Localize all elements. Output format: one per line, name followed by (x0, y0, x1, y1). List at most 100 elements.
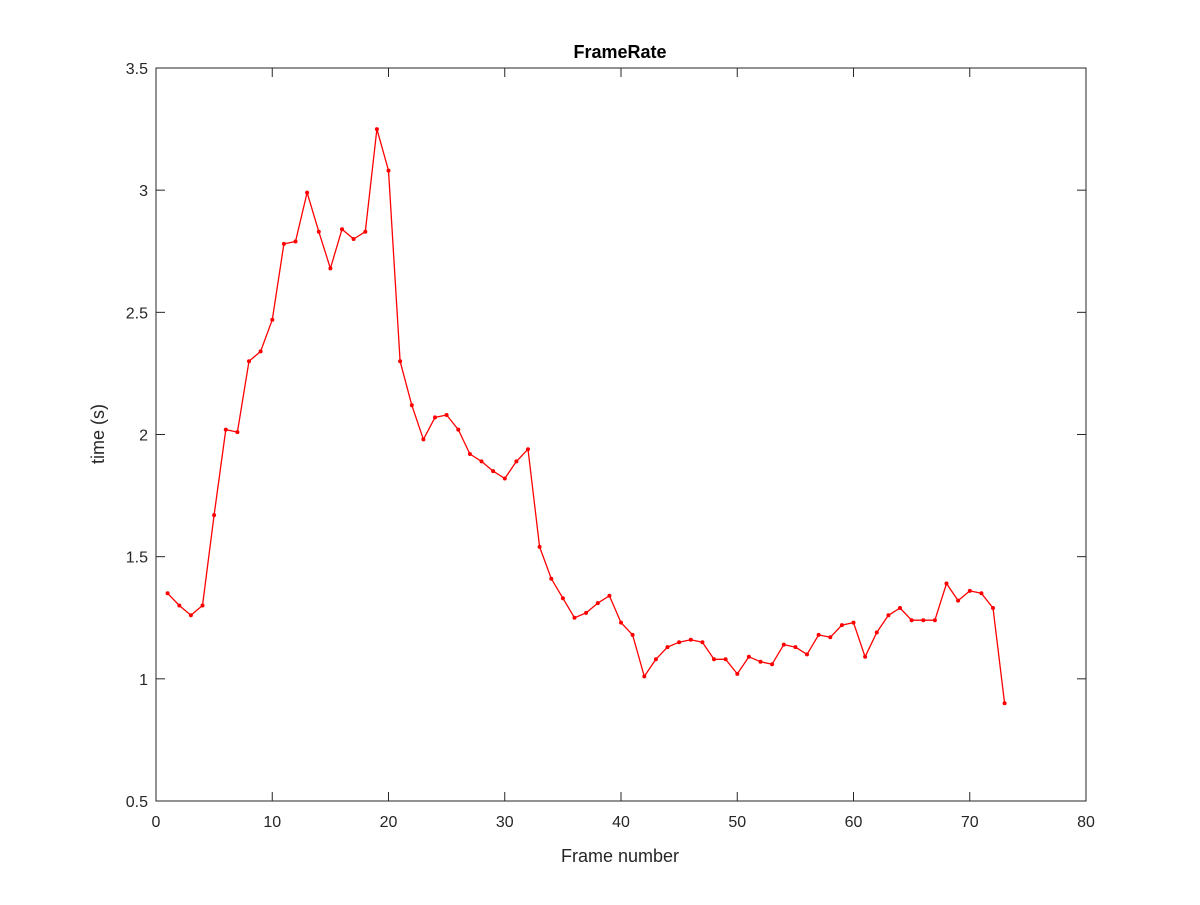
chart-title: FrameRate (573, 42, 666, 62)
data-series (165, 127, 1007, 706)
x-tick-label: 0 (152, 814, 161, 831)
data-point (421, 437, 426, 442)
data-point (526, 447, 530, 452)
data-point (188, 613, 193, 618)
series-line (167, 128, 1006, 704)
data-point (653, 657, 658, 662)
x-tick-label: 10 (263, 814, 281, 831)
data-point (398, 359, 403, 364)
data-point (770, 662, 775, 667)
data-point (258, 349, 263, 354)
data-point (746, 654, 751, 659)
data-point (839, 623, 844, 628)
data-point (444, 413, 449, 417)
data-point (235, 430, 240, 435)
data-point (537, 544, 542, 549)
data-point (316, 229, 321, 234)
data-point (898, 606, 902, 610)
data-point (200, 603, 205, 608)
data-point (630, 632, 635, 637)
data-point (572, 615, 577, 620)
data-point (212, 513, 217, 518)
x-axis-ticks: 0 10 20 30 40 50 60 70 80 (152, 68, 1095, 831)
x-tick-label: 70 (961, 814, 979, 831)
data-point (805, 652, 809, 657)
data-point (479, 459, 484, 464)
data-point (467, 452, 472, 456)
data-point (932, 618, 937, 623)
x-tick-label: 30 (496, 814, 514, 831)
data-point (712, 657, 716, 662)
x-tick-label: 40 (612, 814, 630, 831)
data-point (886, 613, 891, 618)
data-point (363, 229, 368, 234)
y-tick-label: 3.5 (126, 61, 148, 78)
data-point (491, 469, 496, 474)
data-point (270, 317, 275, 322)
data-point (979, 591, 984, 596)
data-point (165, 591, 170, 596)
data-point (1002, 701, 1007, 706)
data-point (386, 168, 391, 173)
data-point (177, 603, 182, 608)
data-point (247, 359, 251, 364)
data-point (409, 403, 414, 408)
axes (155, 67, 1087, 802)
y-tick-label: 2 (139, 428, 148, 445)
y-axis-label: time (s) (88, 404, 108, 464)
data-point (560, 596, 565, 601)
data-point (607, 593, 612, 598)
data-point (921, 618, 926, 623)
data-point (874, 630, 879, 635)
data-point (688, 637, 693, 642)
data-point (514, 459, 519, 464)
y-tick-label: 0.5 (126, 794, 148, 811)
data-point (351, 237, 356, 241)
y-tick-label: 3 (139, 183, 148, 200)
data-point (793, 645, 798, 650)
data-point (642, 674, 647, 679)
data-point (735, 671, 740, 676)
axes-box (155, 67, 1087, 802)
data-point (281, 241, 286, 246)
y-tick-label: 1.5 (126, 550, 148, 567)
data-point (816, 632, 821, 637)
data-point (456, 427, 461, 432)
data-point (433, 415, 437, 420)
y-tick-label: 1 (139, 672, 148, 689)
data-point (223, 427, 228, 432)
data-point (305, 190, 310, 195)
data-point (967, 588, 972, 593)
data-point (374, 127, 379, 132)
data-point (758, 659, 763, 664)
data-point (700, 640, 705, 645)
data-point (781, 642, 786, 647)
data-point (595, 601, 600, 606)
data-point (584, 610, 589, 615)
data-point (723, 657, 728, 662)
data-point (851, 620, 856, 625)
data-point (991, 606, 995, 610)
data-point (863, 654, 868, 659)
data-point (293, 239, 298, 244)
x-tick-label: 60 (845, 814, 863, 831)
data-point (909, 618, 914, 623)
x-tick-label: 80 (1077, 814, 1095, 831)
x-tick-label: 50 (728, 814, 746, 831)
y-axis-ticks: 0.5 1 1.5 2 2.5 3 3.5 (126, 61, 1086, 811)
y-tick-label: 2.5 (126, 305, 148, 322)
data-point (502, 476, 507, 481)
data-point (549, 576, 554, 581)
data-point (619, 620, 623, 625)
data-point (665, 645, 670, 650)
data-point (340, 227, 344, 232)
data-point (956, 598, 961, 603)
x-tick-label: 20 (380, 814, 398, 831)
data-point (944, 581, 949, 586)
data-point (328, 266, 333, 271)
data-point (677, 640, 682, 645)
x-axis-label: Frame number (561, 846, 679, 866)
data-point (828, 635, 833, 640)
